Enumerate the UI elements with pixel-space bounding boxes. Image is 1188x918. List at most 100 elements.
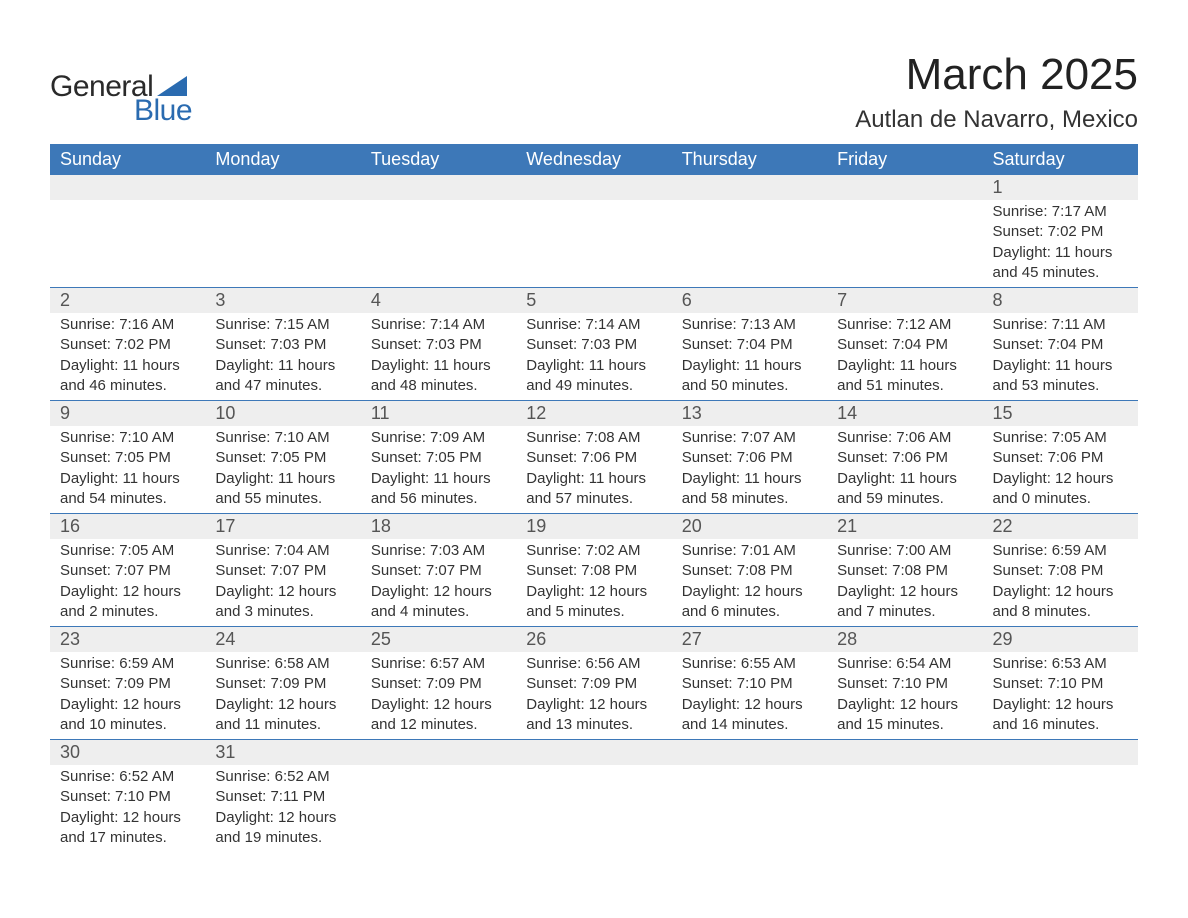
daylight-text-2: and 6 minutes. (682, 602, 817, 622)
sunset-text: Sunset: 7:03 PM (526, 335, 661, 355)
day-cell: 3 (205, 288, 360, 314)
daylight-text-1: Daylight: 11 hours (371, 469, 506, 489)
sunrise-text: Sunrise: 7:12 AM (837, 315, 972, 335)
sunrise-text: Sunrise: 7:17 AM (993, 202, 1128, 222)
sunrise-text: Sunrise: 7:05 AM (60, 541, 195, 561)
sunset-text: Sunset: 7:06 PM (682, 448, 817, 468)
daylight-text-2: and 5 minutes. (526, 602, 661, 622)
day-number: 20 (672, 514, 827, 539)
day-cell (827, 740, 982, 766)
day-details-cell: Sunrise: 7:06 AMSunset: 7:06 PMDaylight:… (827, 426, 982, 514)
day-cell: 7 (827, 288, 982, 314)
daylight-text-1: Daylight: 12 hours (682, 582, 817, 602)
daylight-text-2: and 51 minutes. (837, 376, 972, 396)
day-cell: 14 (827, 401, 982, 427)
daylight-text-2: and 49 minutes. (526, 376, 661, 396)
day-header-row: Sunday Monday Tuesday Wednesday Thursday… (50, 144, 1138, 175)
daylight-text-1: Daylight: 11 hours (526, 469, 661, 489)
day-details-cell: Sunrise: 6:52 AMSunset: 7:10 PMDaylight:… (50, 765, 205, 852)
day-number: 7 (827, 288, 982, 313)
daylight-text-2: and 16 minutes. (993, 715, 1128, 735)
sunset-text: Sunset: 7:04 PM (837, 335, 972, 355)
sunrise-text: Sunrise: 7:14 AM (526, 315, 661, 335)
day-number: 19 (516, 514, 671, 539)
day-details: Sunrise: 7:07 AMSunset: 7:06 PMDaylight:… (672, 426, 827, 513)
daylight-text-2: and 19 minutes. (215, 828, 350, 848)
day-details-cell: Sunrise: 7:10 AMSunset: 7:05 PMDaylight:… (205, 426, 360, 514)
daylight-text-2: and 12 minutes. (371, 715, 506, 735)
day-cell: 25 (361, 627, 516, 653)
day-details-cell: Sunrise: 7:09 AMSunset: 7:05 PMDaylight:… (361, 426, 516, 514)
sunrise-text: Sunrise: 7:02 AM (526, 541, 661, 561)
daylight-text-2: and 48 minutes. (371, 376, 506, 396)
day-number (516, 740, 671, 765)
day-number (205, 175, 360, 200)
day-details-cell: Sunrise: 7:01 AMSunset: 7:08 PMDaylight:… (672, 539, 827, 627)
sunset-text: Sunset: 7:11 PM (215, 787, 350, 807)
day-number: 22 (983, 514, 1138, 539)
day-number: 21 (827, 514, 982, 539)
sunset-text: Sunset: 7:09 PM (526, 674, 661, 694)
day-details-cell: Sunrise: 7:13 AMSunset: 7:04 PMDaylight:… (672, 313, 827, 401)
day-details: Sunrise: 7:02 AMSunset: 7:08 PMDaylight:… (516, 539, 671, 626)
day-details-cell: Sunrise: 7:03 AMSunset: 7:07 PMDaylight:… (361, 539, 516, 627)
day-details-cell: Sunrise: 7:05 AMSunset: 7:07 PMDaylight:… (50, 539, 205, 627)
sunrise-text: Sunrise: 7:09 AM (371, 428, 506, 448)
daylight-text-1: Daylight: 11 hours (215, 469, 350, 489)
daylight-text-1: Daylight: 11 hours (60, 356, 195, 376)
day-details: Sunrise: 7:15 AMSunset: 7:03 PMDaylight:… (205, 313, 360, 400)
daylight-text-1: Daylight: 12 hours (837, 695, 972, 715)
day-cell: 24 (205, 627, 360, 653)
sunset-text: Sunset: 7:02 PM (993, 222, 1128, 242)
day-cell (516, 175, 671, 200)
sunset-text: Sunset: 7:06 PM (993, 448, 1128, 468)
day-cell: 13 (672, 401, 827, 427)
day-cell: 1 (983, 175, 1138, 200)
day-details-cell (516, 200, 671, 288)
day-details-cell: Sunrise: 7:05 AMSunset: 7:06 PMDaylight:… (983, 426, 1138, 514)
daylight-text-1: Daylight: 12 hours (215, 808, 350, 828)
day-details: Sunrise: 7:05 AMSunset: 7:06 PMDaylight:… (983, 426, 1138, 513)
daylight-text-2: and 55 minutes. (215, 489, 350, 509)
day-details (361, 765, 516, 791)
day-details: Sunrise: 7:06 AMSunset: 7:06 PMDaylight:… (827, 426, 982, 513)
sunrise-text: Sunrise: 6:59 AM (993, 541, 1128, 561)
daylight-text-2: and 59 minutes. (837, 489, 972, 509)
sunrise-text: Sunrise: 7:14 AM (371, 315, 506, 335)
sunset-text: Sunset: 7:03 PM (371, 335, 506, 355)
day-details (50, 200, 205, 226)
day-details-cell: Sunrise: 7:16 AMSunset: 7:02 PMDaylight:… (50, 313, 205, 401)
day-details (827, 765, 982, 791)
daynum-row: 9101112131415 (50, 401, 1138, 427)
sunset-text: Sunset: 7:10 PM (837, 674, 972, 694)
day-cell (672, 740, 827, 766)
day-details-cell: Sunrise: 7:11 AMSunset: 7:04 PMDaylight:… (983, 313, 1138, 401)
logo-text-sub: Blue (134, 94, 192, 128)
sunset-text: Sunset: 7:04 PM (682, 335, 817, 355)
day-cell (50, 175, 205, 200)
day-cell: 8 (983, 288, 1138, 314)
daylight-text-2: and 47 minutes. (215, 376, 350, 396)
daylight-text-1: Daylight: 11 hours (60, 469, 195, 489)
day-cell (516, 740, 671, 766)
details-row: Sunrise: 7:16 AMSunset: 7:02 PMDaylight:… (50, 313, 1138, 401)
sunset-text: Sunset: 7:06 PM (837, 448, 972, 468)
day-details-cell: Sunrise: 6:52 AMSunset: 7:11 PMDaylight:… (205, 765, 360, 852)
day-details: Sunrise: 7:12 AMSunset: 7:04 PMDaylight:… (827, 313, 982, 400)
day-cell: 31 (205, 740, 360, 766)
daylight-text-1: Daylight: 12 hours (215, 695, 350, 715)
sunrise-text: Sunrise: 7:03 AM (371, 541, 506, 561)
calendar-body: 1 Sunrise: 7:17 AMSunset: 7:02 PM Dayligh… (50, 175, 1138, 852)
daylight-text-2: and 45 minutes. (993, 263, 1128, 283)
daylight-text-2: and 11 minutes. (215, 715, 350, 735)
day-number: 16 (50, 514, 205, 539)
day-details: Sunrise: 7:16 AMSunset: 7:02 PMDaylight:… (50, 313, 205, 400)
day-number: 9 (50, 401, 205, 426)
day-number (672, 175, 827, 200)
daylight-text-1: Daylight: 12 hours (993, 582, 1128, 602)
day-details-cell (361, 765, 516, 852)
sunrise-text: Sunrise: 6:59 AM (60, 654, 195, 674)
day-cell: 18 (361, 514, 516, 540)
sunrise-text: Sunrise: 7:01 AM (682, 541, 817, 561)
day-details: Sunrise: 7:10 AMSunset: 7:05 PMDaylight:… (205, 426, 360, 513)
